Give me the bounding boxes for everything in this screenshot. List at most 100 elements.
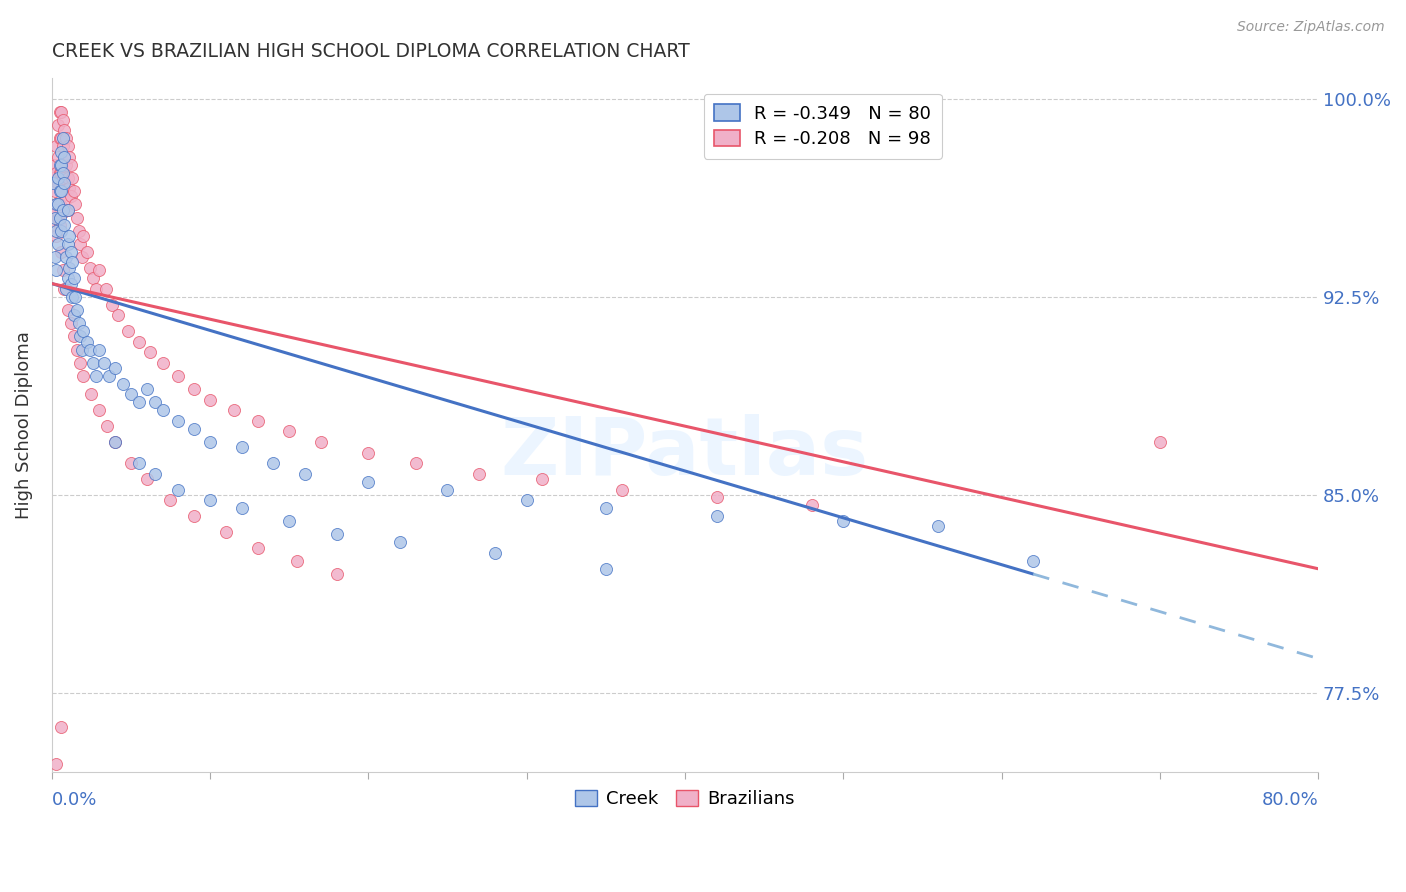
Point — [46, 236, 69, 251]
Point — [152, 356, 174, 370]
Point — [800, 499, 823, 513]
Y-axis label: High School Diploma: High School Diploma — [15, 331, 32, 519]
Point — [183, 422, 205, 436]
Point — [325, 567, 347, 582]
Point — [388, 535, 411, 549]
Point — [55, 131, 77, 145]
Point — [46, 176, 69, 190]
Point — [231, 440, 253, 454]
Point — [59, 316, 82, 330]
Point — [143, 467, 166, 481]
Point — [325, 527, 347, 541]
Point — [468, 467, 491, 481]
Point — [67, 224, 90, 238]
Point — [60, 290, 83, 304]
Point — [53, 123, 76, 137]
Point — [46, 118, 69, 132]
Legend: Creek, Brazilians: Creek, Brazilians — [568, 782, 801, 815]
Point — [53, 219, 76, 233]
Point — [72, 324, 94, 338]
Point — [65, 197, 87, 211]
Point — [89, 403, 111, 417]
Point — [52, 139, 75, 153]
Point — [56, 202, 79, 217]
Point — [79, 260, 101, 275]
Point — [89, 263, 111, 277]
Point — [56, 202, 79, 217]
Point — [60, 255, 83, 269]
Point — [45, 229, 67, 244]
Point — [63, 271, 86, 285]
Point — [531, 472, 554, 486]
Point — [262, 456, 284, 470]
Point — [51, 145, 73, 159]
Point — [51, 158, 73, 172]
Point — [405, 456, 427, 470]
Point — [516, 493, 538, 508]
Point — [93, 356, 115, 370]
Point — [58, 260, 80, 275]
Point — [66, 343, 89, 357]
Point — [42, 202, 65, 217]
Point — [89, 343, 111, 357]
Point — [58, 229, 80, 244]
Point — [167, 369, 190, 384]
Point — [66, 302, 89, 317]
Point — [436, 483, 458, 497]
Point — [42, 176, 65, 190]
Point — [69, 236, 91, 251]
Point — [104, 435, 127, 450]
Point — [231, 501, 253, 516]
Point — [1149, 435, 1171, 450]
Point — [117, 324, 139, 338]
Point — [53, 282, 76, 296]
Point — [63, 329, 86, 343]
Point — [63, 308, 86, 322]
Text: CREEK VS BRAZILIAN HIGH SCHOOL DIPLOMA CORRELATION CHART: CREEK VS BRAZILIAN HIGH SCHOOL DIPLOMA C… — [52, 42, 689, 61]
Point — [53, 150, 76, 164]
Point — [167, 414, 190, 428]
Point — [53, 184, 76, 198]
Point — [198, 435, 221, 450]
Point — [1022, 554, 1045, 568]
Point — [82, 356, 104, 370]
Text: 80.0%: 80.0% — [1261, 790, 1319, 808]
Point — [52, 202, 75, 217]
Text: Source: ZipAtlas.com: Source: ZipAtlas.com — [1237, 20, 1385, 34]
Point — [198, 493, 221, 508]
Point — [198, 392, 221, 407]
Point — [96, 419, 118, 434]
Point — [45, 263, 67, 277]
Point — [595, 501, 617, 516]
Point — [46, 150, 69, 164]
Point — [69, 329, 91, 343]
Point — [72, 229, 94, 244]
Point — [46, 211, 69, 225]
Point — [45, 202, 67, 217]
Point — [51, 104, 73, 119]
Point — [70, 250, 93, 264]
Point — [215, 524, 238, 539]
Point — [48, 211, 70, 225]
Point — [56, 302, 79, 317]
Point — [48, 166, 70, 180]
Point — [139, 345, 162, 359]
Point — [111, 376, 134, 391]
Point — [69, 356, 91, 370]
Point — [246, 541, 269, 555]
Point — [51, 131, 73, 145]
Point — [183, 508, 205, 523]
Point — [104, 361, 127, 376]
Point — [104, 435, 127, 450]
Point — [183, 382, 205, 396]
Point — [48, 184, 70, 198]
Point — [48, 197, 70, 211]
Point — [42, 170, 65, 185]
Text: ZIPatlas: ZIPatlas — [501, 414, 869, 491]
Point — [56, 170, 79, 185]
Point — [70, 343, 93, 357]
Point — [52, 170, 75, 185]
Point — [309, 435, 332, 450]
Point — [67, 316, 90, 330]
Point — [52, 263, 75, 277]
